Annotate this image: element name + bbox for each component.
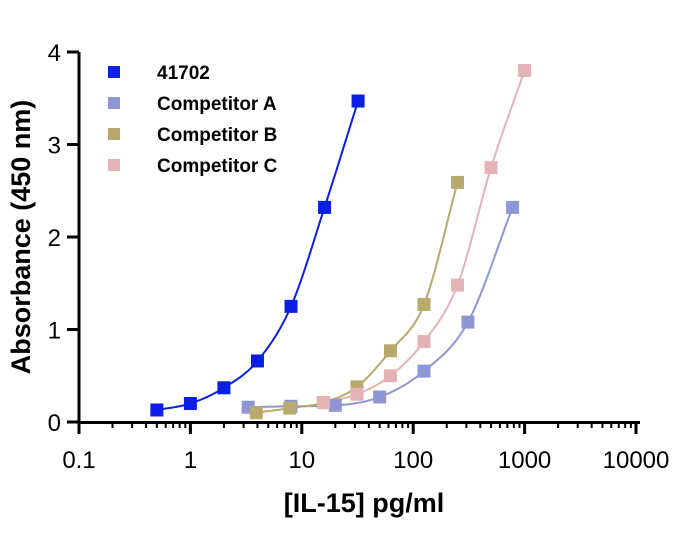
x-axis-title: [IL-15] pg/ml <box>284 488 445 518</box>
x-tick-label: 0.1 <box>62 447 95 474</box>
data-point-series-0 <box>150 403 164 417</box>
data-point-series-0 <box>183 397 197 410</box>
y-axis-title: Absorbance (450 nm) <box>6 100 36 375</box>
data-point-series-1 <box>461 315 475 329</box>
data-point-series-3 <box>316 396 330 410</box>
data-points <box>150 64 532 420</box>
legend-label: Competitor C <box>157 156 278 177</box>
y-tick-label: 2 <box>48 225 61 252</box>
fit-curves <box>156 70 526 414</box>
x-tick-label: 100 <box>393 447 433 474</box>
y-tick-label: 0 <box>48 410 61 437</box>
data-point-series-3 <box>383 369 397 383</box>
x-tick-label: 1 <box>184 447 197 474</box>
fit-curve-series-2 <box>256 182 459 414</box>
data-point-series-3 <box>451 278 465 292</box>
data-point-series-2 <box>417 298 431 312</box>
data-point-series-1 <box>373 390 387 404</box>
x-axis-ticks: 0.1 1 10 100 1000 10000 <box>62 422 669 474</box>
data-point-series-0 <box>318 200 332 214</box>
data-point-series-0 <box>217 381 231 395</box>
data-point-series-0 <box>351 94 365 108</box>
y-tick-label: 1 <box>48 318 61 345</box>
data-point-series-2 <box>283 401 297 415</box>
data-point-series-1 <box>328 398 342 412</box>
fit-curve-series-3 <box>323 70 526 404</box>
y-axis-ticks: 0 1 2 3 4 <box>48 40 79 437</box>
data-point-series-2 <box>383 344 397 358</box>
legend-marker <box>108 128 120 140</box>
x-tick-label: 10000 <box>603 447 670 474</box>
y-tick-label: 3 <box>48 133 61 160</box>
legend-marker <box>108 66 120 78</box>
data-point-series-1 <box>417 364 431 378</box>
data-point-series-3 <box>518 64 532 77</box>
x-tick-label: 1000 <box>498 447 551 474</box>
data-point-series-3 <box>350 387 364 401</box>
data-point-series-3 <box>417 335 431 349</box>
legend-marker <box>108 97 120 109</box>
legend-label: 41702 <box>157 63 210 84</box>
data-point-series-2 <box>249 406 263 420</box>
data-point-series-0 <box>250 354 264 368</box>
legend: 41702 Competitor A Competitor B Competitor … <box>108 63 278 177</box>
legend-label: Competitor B <box>157 125 277 146</box>
legend-label: Competitor A <box>157 94 277 115</box>
y-tick-label: 4 <box>48 40 61 67</box>
data-point-series-3 <box>484 161 498 175</box>
data-point-series-1 <box>506 200 520 214</box>
data-point-series-0 <box>284 299 298 313</box>
legend-marker <box>108 159 120 171</box>
x-tick-label: 10 <box>288 447 315 474</box>
data-point-series-2 <box>451 175 465 189</box>
